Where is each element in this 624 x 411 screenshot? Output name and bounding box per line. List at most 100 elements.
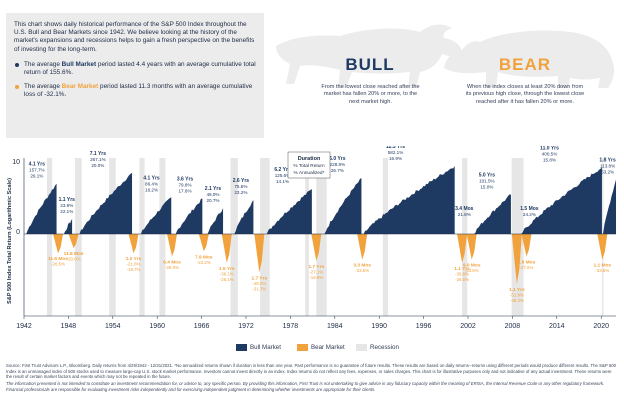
bull-market-term: Bull Market xyxy=(61,60,97,68)
recession-band xyxy=(75,158,82,316)
bull-return-label: 79.8% xyxy=(179,183,192,188)
bear-annualized-label: -26.5% xyxy=(455,277,469,282)
bull-duration-label: 3.6 Yrs xyxy=(177,177,194,183)
x-tick-label: 1942 xyxy=(16,323,32,330)
bear-market-area xyxy=(221,234,232,263)
y-tick-top: 10 xyxy=(12,159,20,166)
bull-market-area xyxy=(140,197,172,234)
bear-duration-label: 1.2 Yrs xyxy=(126,256,142,262)
bear-market-area xyxy=(357,234,368,260)
x-tick-label: 1984 xyxy=(327,323,343,330)
bull-duration-label: 3.4 Mos xyxy=(455,206,474,212)
bull-duration-label: 1.5 Mos xyxy=(520,206,539,212)
bear-heading: BEAR xyxy=(498,55,552,74)
bear-duration-label: 1.5 Yrs xyxy=(219,266,235,272)
bear-duration-label: 1.1 Yrs xyxy=(509,287,525,293)
x-tick-label: 1990 xyxy=(371,323,387,330)
bull-market-area xyxy=(207,208,224,234)
bull-summary: The average Bull Market period lasted 4.… xyxy=(14,61,257,77)
bear-loss-label: -22.2% xyxy=(197,260,211,265)
bear-loss-label: -33.8% xyxy=(595,268,609,273)
legend-bear-swatch xyxy=(297,344,308,351)
recession-band xyxy=(230,158,238,316)
x-tick-label: 1996 xyxy=(416,323,432,330)
bear-market-area xyxy=(128,234,139,254)
bear-loss-label: -20.6% xyxy=(67,257,81,262)
bull-duration-label: 2.6 Yrs xyxy=(233,178,250,184)
bullet-icon xyxy=(15,85,19,90)
bear-market-area xyxy=(511,234,522,284)
bear-duration-label: 1.1 Yrs xyxy=(454,266,470,272)
legend-recession: Recession xyxy=(356,344,399,351)
bull-duration-label: 12.3 Yrs xyxy=(386,146,405,150)
bear-loss-label: -33.5% xyxy=(355,268,369,273)
recession-band xyxy=(316,158,327,316)
bull-return-label: 24.2% xyxy=(523,212,536,217)
bull-annualized-label: 20.7% xyxy=(206,198,219,203)
bull-duration-label: 4.1 Yrs xyxy=(29,162,46,168)
bear-duration-label: 11.6 Mos xyxy=(48,256,68,262)
bear-annualized-label: -26.1% xyxy=(220,277,234,282)
bear-market-area xyxy=(466,234,477,260)
bear-duration-label: 9.0 Mos xyxy=(463,263,481,269)
bull-return-label: 86.4% xyxy=(145,181,158,186)
intro-box: This chart shows daily historical perfor… xyxy=(6,13,264,138)
bull-definition: From the lowest close reached after the … xyxy=(321,84,420,105)
bull-return-label: 582.1% xyxy=(388,150,404,155)
bull-duration-label: 6.2 Yrs xyxy=(274,167,291,173)
bear-market-area xyxy=(457,234,468,263)
bull-annualized-label: 16.9% xyxy=(389,156,402,161)
bear-loss-label: -26.5% xyxy=(51,262,65,267)
bull-market-area xyxy=(363,166,455,234)
bull-heading: BULL xyxy=(345,55,395,74)
x-tick-label: 1966 xyxy=(194,323,210,330)
bull-annualized-label: 15.8% xyxy=(543,157,556,162)
x-tick-label: 1972 xyxy=(238,323,254,330)
bear-summary: The average Bear Market period lasted 11… xyxy=(14,83,257,99)
bear-duration-label: 2.8 Mos xyxy=(518,259,536,265)
bull-duration-label: 7.1 Yrs xyxy=(90,151,107,157)
bear-annualized-label: -16.9% xyxy=(309,275,323,280)
bull-return-label: 228.8% xyxy=(330,162,346,167)
bull-return-label: 125.6% xyxy=(275,173,291,178)
bear-duration-label: 1.7 Yrs xyxy=(251,275,267,281)
bear-market-area xyxy=(597,234,608,260)
bull-market-area xyxy=(26,183,57,234)
bull-return-label: 21.8% xyxy=(458,212,471,217)
x-tick-label: 2020 xyxy=(593,323,609,330)
recession-band xyxy=(382,158,389,316)
bull-annualized-label: 16.2% xyxy=(145,187,158,192)
bear-duration-label: 1.1 Mos xyxy=(594,263,612,269)
duration-legend-title: Duration xyxy=(298,156,321,162)
bull-annualized-label: 53.2% xyxy=(601,170,614,175)
duration-legend-line2: % Total Return xyxy=(293,163,325,169)
bear-loss-label: -27.6% xyxy=(519,265,533,270)
bull-duration-label: 2.1 Yrs xyxy=(205,186,222,192)
bear-loss-label: -51.9% xyxy=(510,292,524,297)
bull-return-label: 48.0% xyxy=(206,192,219,197)
bull-market-area xyxy=(473,194,511,234)
bear-loss-label: -33.8% xyxy=(465,268,479,273)
x-tick-label: 1960 xyxy=(149,323,165,330)
disclaimer-text: The information presented is not intende… xyxy=(6,381,605,392)
bear-market-area xyxy=(53,234,64,254)
bear-annualized-label: -18.7% xyxy=(127,267,141,272)
bear-annualized-label: -48.2% xyxy=(510,298,524,303)
legend-recession-swatch xyxy=(356,344,367,351)
bullet-icon xyxy=(15,62,19,67)
bear-market-term: Bear Market xyxy=(61,83,99,91)
bull-annualized-label: 17.6% xyxy=(179,189,192,194)
x-tick-label: 2008 xyxy=(505,323,521,330)
source-text: Source: First Trust Advisors L.P., Bloom… xyxy=(6,363,617,380)
bear-duration-label: 7.9 Mos xyxy=(195,254,213,260)
bear-icon xyxy=(444,30,615,88)
bull-market-area xyxy=(324,178,362,234)
bear-loss-label: -21.6% xyxy=(127,262,141,267)
bull-return-label: 400.5% xyxy=(542,151,558,156)
bear-market-area xyxy=(311,234,322,261)
bull-market-area xyxy=(234,200,254,234)
bull-duration-label: 1.8 Yrs xyxy=(599,158,616,164)
x-tick-label: 1978 xyxy=(283,323,299,330)
x-tick-label: 2014 xyxy=(549,323,565,330)
x-tick-label: 1948 xyxy=(61,323,77,330)
